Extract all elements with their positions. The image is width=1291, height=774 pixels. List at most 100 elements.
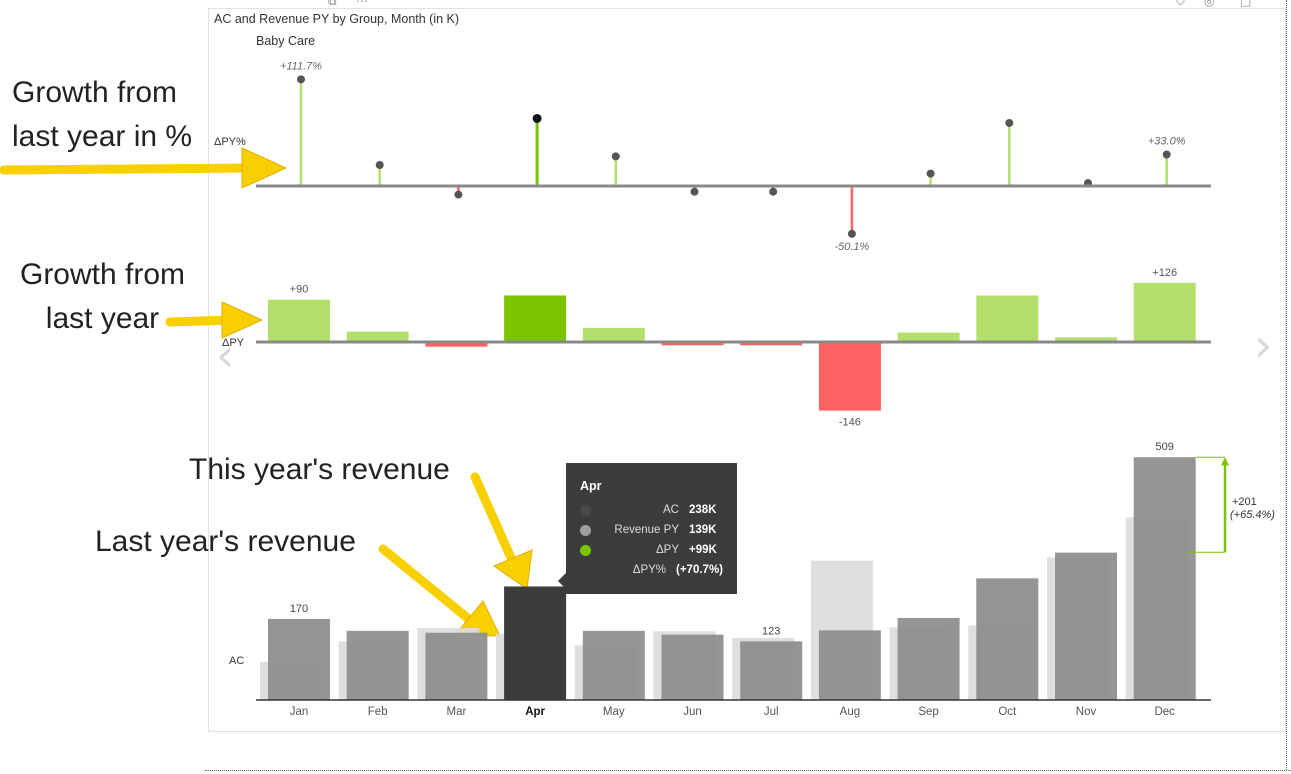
expand-icon[interactable]: □ [1240, 0, 1252, 8]
ac-bar [504, 586, 567, 700]
more-options-icon[interactable]: ⋯ [356, 0, 368, 8]
tooltip: Apr AC 238K Revenue PY 139K ΔPY +99K ΔPY… [558, 463, 737, 594]
tooltip-title: Apr [580, 479, 602, 493]
main-chart: AC Jan Feb Mar Apr May Jun Jul Aug Sep Oct Nov Dec 17… [229, 441, 1275, 718]
x-tick-label: Apr [525, 706, 545, 718]
tooltip-value: (+70.7%) [676, 564, 723, 576]
variance-bar [1055, 337, 1117, 342]
ac-data-label: 123 [762, 625, 780, 637]
pin-chart: ΔPY% +111.7% -50.1% +33.0% [214, 60, 1211, 253]
pin-dot [769, 187, 778, 196]
arrow-this-year [470, 472, 533, 590]
annotation-pct-growth-line2: last year in % [12, 120, 193, 153]
tooltip-dot-ac [580, 504, 591, 516]
variance-bar [504, 295, 567, 342]
visual-header-icons: ⧉ ⋯ ⛉ ◎ □ [0, 0, 1291, 8]
arrow-abs-growth [165, 301, 264, 339]
x-tick-label: Sep [918, 706, 938, 718]
variance-data-label: -146 [839, 417, 861, 429]
x-tick-label: Jun [683, 706, 702, 718]
page-border-right [1286, 0, 1287, 770]
filter-icon[interactable]: ⛉ [1176, 0, 1186, 8]
variance-data-label: +126 [1152, 267, 1177, 279]
variance-bar [1133, 282, 1196, 342]
pin-dot [847, 229, 856, 238]
x-tick-label: Jul [764, 706, 779, 718]
variance-bar [346, 331, 409, 342]
ac-bar [425, 632, 488, 700]
pin-dot [1162, 150, 1171, 159]
ac-data-label: 170 [290, 603, 308, 615]
pin-data-label: -50.1% [834, 241, 869, 253]
annotation-pct-growth: Growth from last year in % [12, 71, 192, 159]
x-tick-label: Mar [446, 706, 466, 718]
tooltip-row-dpy: ΔPY +99K [580, 540, 723, 560]
main-axis-label: AC [229, 655, 244, 667]
pin-axis-label: ΔPY% [214, 136, 246, 148]
variance-axis-label: ΔPY [222, 337, 245, 349]
pin-dot [611, 152, 620, 161]
tooltip-dot-empty [580, 565, 591, 576]
pin-dot [532, 113, 542, 123]
ac-bar [582, 630, 645, 700]
tooltip-value: +99K [689, 544, 717, 556]
tooltip-row-dpy-pct: ΔPY% (+70.7%) [580, 560, 723, 580]
variance-bar [740, 342, 803, 346]
tooltip-row-ac: AC 238K [580, 500, 723, 520]
variance-bar [425, 342, 488, 347]
tooltip-label: Revenue PY [614, 524, 679, 536]
x-tick-label: Aug [840, 706, 860, 718]
tooltip-label: AC [663, 504, 679, 516]
annotation-this-year: This year's revenue [189, 453, 450, 486]
ac-bar [268, 618, 330, 700]
tooltip-value: 139K [689, 524, 717, 536]
ac-bar [346, 630, 409, 700]
annotation-pct-growth-line1: Growth from [12, 76, 178, 109]
group-label: Baby Care [256, 34, 316, 48]
annotation-arrows [0, 147, 533, 637]
ac-bar [1133, 457, 1196, 700]
variance-chart: ΔPY +90 -146 +126 [222, 267, 1211, 429]
focus-mode-icon[interactable]: ⧉ [328, 0, 337, 8]
x-tick-label: Jan [290, 706, 309, 718]
annotation-abs-growth-line1: Growth from [19, 258, 186, 291]
variance-bar [582, 327, 645, 342]
ac-bar [897, 617, 960, 700]
tooltip-label: ΔPY [655, 544, 679, 556]
arrow-last-year [378, 544, 501, 637]
x-tick-label: Nov [1076, 706, 1097, 718]
page-border-bottom [205, 770, 1291, 771]
x-tick-label: Feb [368, 706, 388, 718]
tooltip-dot-dpy [580, 544, 591, 556]
chevron-right-icon[interactable]: › [1254, 318, 1273, 372]
chevron-left-icon[interactable]: ‹ [216, 328, 235, 382]
pin-dot [926, 169, 935, 178]
tooltip-value: 238K [689, 504, 717, 516]
variance-bar [976, 295, 1039, 342]
spotlight-icon[interactable]: ◎ [1204, 0, 1215, 8]
variance-arrow-head [1221, 457, 1229, 466]
pin-data-label: +111.7% [280, 60, 322, 72]
variance-bar [897, 332, 960, 342]
tooltip-dot-py [580, 524, 591, 536]
pin-dot [297, 75, 305, 84]
tooltip-label: ΔPY% [632, 564, 667, 576]
dec-variance-pct: (+65.4%) [1230, 509, 1275, 521]
ac-bar [818, 630, 881, 700]
tooltip-row-py: Revenue PY 139K [580, 520, 723, 540]
annotation-abs-growth-line2: last year [45, 302, 160, 335]
variance-bar [661, 342, 724, 346]
annotation-last-year: Last year's revenue [95, 525, 356, 558]
x-tick-label: May [603, 706, 625, 718]
ac-data-label: 509 [1156, 441, 1174, 453]
variance-bar [818, 342, 881, 411]
ac-bar [661, 634, 724, 700]
variance-bar [268, 299, 330, 342]
ac-bar [740, 641, 803, 700]
x-tick-label: Oct [998, 706, 1017, 718]
x-tick-label: Dec [1154, 706, 1175, 718]
chart-title: AC and Revenue PY by Group, Month (in K) [214, 12, 460, 26]
pin-dot [454, 190, 463, 199]
pin-dot [1005, 118, 1014, 127]
